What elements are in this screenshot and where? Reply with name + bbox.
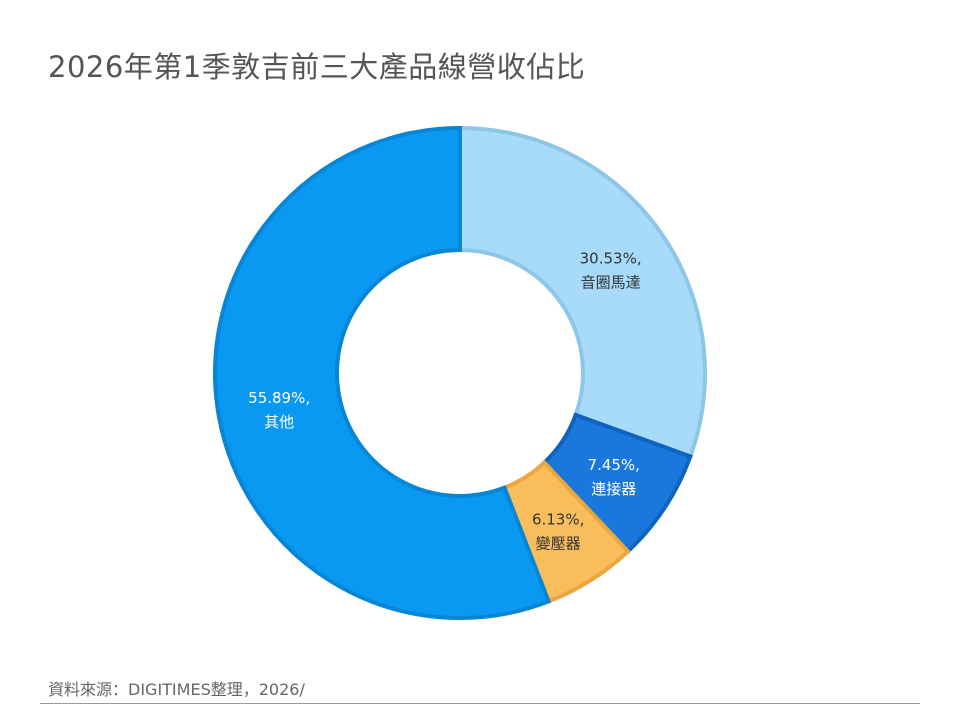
slice-value-2: 6.13%, xyxy=(532,511,584,529)
slice-labels: 30.53%, 音圈馬達 7.45%, 連接器 6.13%, 變壓器 55.89%, 其他 xyxy=(248,249,641,552)
slice-name-0: 音圈馬達 xyxy=(581,273,641,291)
chart-title: 2026年第1季敦吉前三大產品線營收佔比 xyxy=(48,50,586,84)
slice-value-3: 55.89%, xyxy=(248,389,310,407)
slice-name-2: 變壓器 xyxy=(536,535,581,553)
slice-label-0: 30.53%, 音圈馬達 xyxy=(580,249,642,291)
slice-name-3: 其他 xyxy=(264,413,294,431)
slice-label-2: 6.13%, 變壓器 xyxy=(532,511,584,553)
slice-0 xyxy=(458,125,707,459)
slice-3 xyxy=(213,125,552,620)
slice-name-1: 連接器 xyxy=(591,480,636,498)
slice-value-0: 30.53%, xyxy=(580,249,642,267)
donut-slices xyxy=(213,125,707,620)
slice-label-3: 55.89%, 其他 xyxy=(248,389,310,431)
source-note: 資料來源：DIGITIMES整理，2026/ xyxy=(48,680,305,699)
footer-divider xyxy=(40,703,920,704)
slice-value-1: 7.45%, xyxy=(588,456,640,474)
slice-label-1: 7.45%, 連接器 xyxy=(588,456,640,498)
